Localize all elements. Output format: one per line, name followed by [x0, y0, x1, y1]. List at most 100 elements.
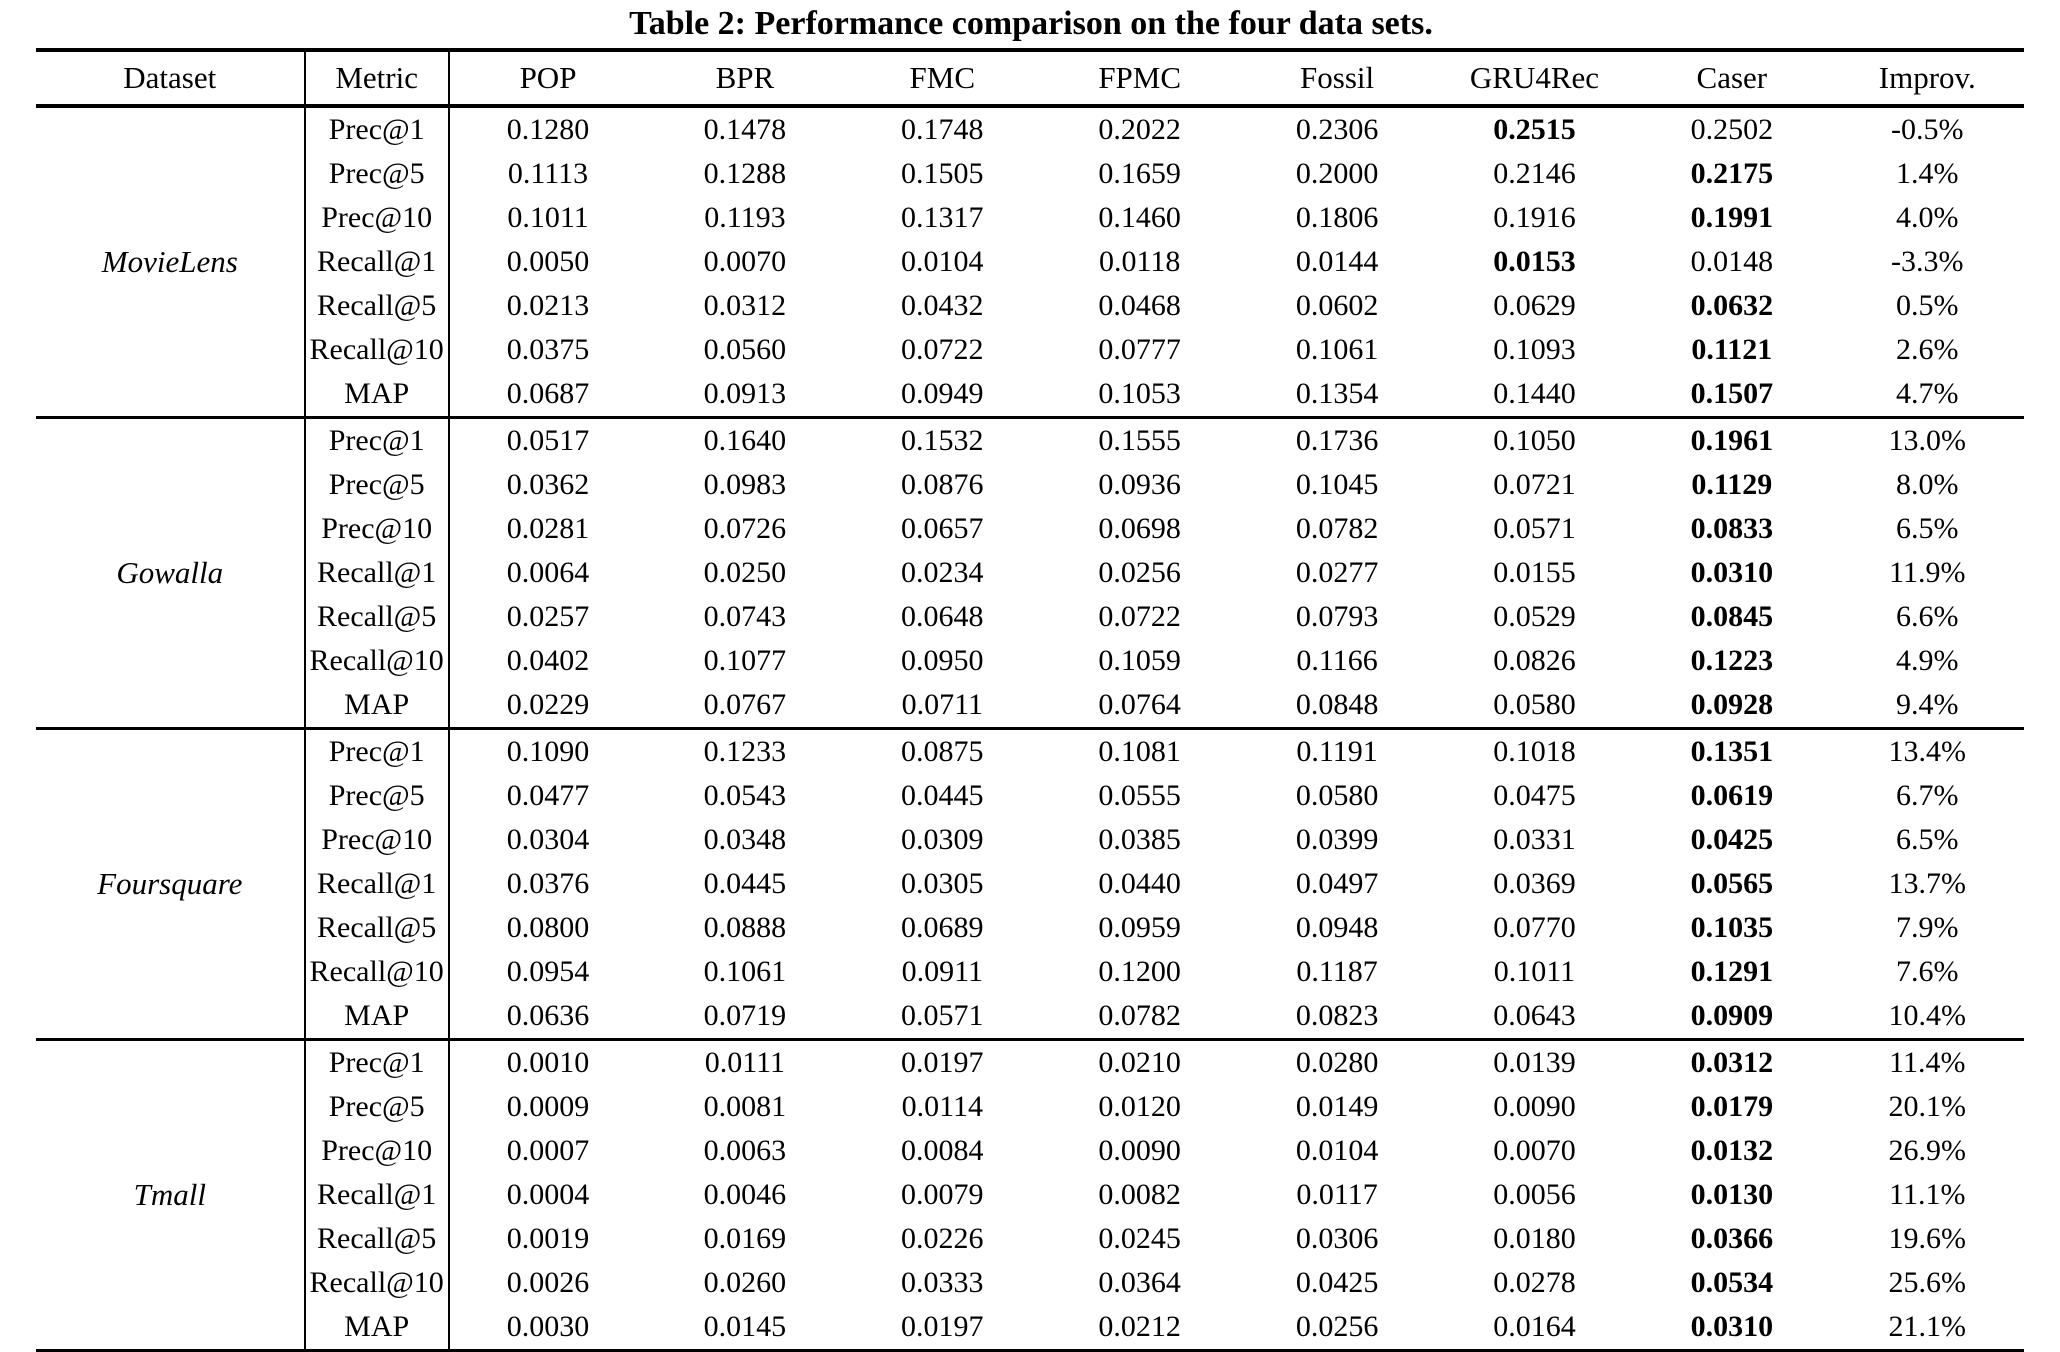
table-row: Prec@10 0.0281 0.0726 0.0657 0.0698 0.0782 0.0… [36, 507, 2024, 551]
value-cell: 0.0362 [506, 468, 590, 501]
value-cell: 0.1166 [1296, 644, 1378, 677]
value-cell: 0.0719 [703, 999, 787, 1032]
value-cell: 0.0543 [703, 779, 787, 812]
value-cell: 0.0833 [1690, 512, 1774, 545]
value-cell: 0.1077 [703, 644, 787, 677]
value-cell: 0.1748 [901, 113, 984, 146]
table-row: Foursquare Prec@1 0.1090 0.1233 0.0875 0.1081… [36, 728, 2024, 1040]
improv-value: 11.9% [1889, 556, 1966, 589]
table-row: Recall@10 0.0954 0.1061 0.0911 0.1200 0.1187 0… [36, 950, 2024, 994]
improv-value: 13.4% [1888, 735, 1967, 768]
value-cell: 0.0913 [703, 377, 787, 410]
value-cell: 0.0213 [506, 289, 590, 322]
table-row: Recall@10 0.0402 0.1077 0.0950 0.1059 0.1166 0… [36, 639, 2024, 683]
value-cell: 0.0845 [1690, 600, 1774, 633]
value-cell: 0.0722 [901, 333, 984, 366]
improv-value: -0.5% [1891, 113, 1964, 146]
table-caption: Table 2: Performance comparison on the f… [629, 5, 1433, 42]
value-cell: 0.0366 [1690, 1222, 1774, 1255]
value-cell: 0.0179 [1690, 1090, 1774, 1123]
improv-value: 4.7% [1896, 377, 1959, 410]
value-cell: 0.0517 [506, 424, 590, 457]
value-cell: 0.0117 [1296, 1178, 1378, 1211]
value-cell: 0.1081 [1098, 735, 1181, 768]
improv-value: 10.4% [1888, 999, 1967, 1032]
value-cell: 0.0306 [1295, 1222, 1379, 1255]
value-cell: 0.2000 [1295, 157, 1379, 190]
value-cell: 0.0643 [1493, 999, 1576, 1032]
value-cell: 0.0936 [1098, 468, 1181, 501]
value-cell: 0.1061 [1295, 333, 1379, 366]
metric-label: Recall@5 [304, 1217, 450, 1261]
value-cell: 0.0648 [901, 600, 984, 633]
metric-label: Recall@5 [304, 595, 450, 639]
metric-label: MAP [304, 372, 450, 418]
metric-label: Prec@5 [304, 774, 450, 818]
improv-value: 4.0% [1896, 201, 1959, 234]
value-cell: 0.0114 [901, 1090, 983, 1123]
improv-value: 6.5% [1896, 823, 1959, 856]
metric-label: MAP [304, 994, 450, 1040]
table-row: Recall@10 0.0026 0.0260 0.0333 0.0364 0.0425 0… [36, 1261, 2024, 1305]
improv-value: 13.0% [1888, 424, 1967, 457]
value-cell: 0.1191 [1296, 735, 1378, 768]
improv-value: 6.5% [1896, 512, 1959, 545]
value-cell: 0.0875 [901, 735, 984, 768]
value-cell: 0.1121 [1691, 333, 1773, 366]
table-row: MovieLens Prec@1 0.1280 0.1478 0.1748 0.2022 0… [36, 106, 2024, 418]
value-cell: 0.0782 [1098, 999, 1181, 1032]
value-cell: 0.0046 [703, 1178, 787, 1211]
value-cell: 0.1090 [506, 735, 590, 768]
value-cell: 0.1129 [1691, 468, 1773, 501]
value-cell: 0.0793 [1295, 600, 1379, 633]
value-cell: 0.0148 [1690, 245, 1774, 278]
value-cell: 0.1354 [1295, 377, 1379, 410]
value-cell: 0.1035 [1690, 911, 1774, 944]
value-cell: 0.0197 [901, 1310, 984, 1343]
table-row: Recall@5 0.0213 0.0312 0.0432 0.0468 0.0602 0.… [36, 284, 2024, 328]
value-cell: 0.1806 [1295, 201, 1379, 234]
value-cell: 0.0555 [1098, 779, 1181, 812]
value-cell: 0.0782 [1295, 512, 1379, 545]
table-row: Tmall Prec@1 0.0010 0.0111 0.0197 0.0210 0.028… [36, 1039, 2024, 1351]
metric-label: Recall@1 [304, 240, 450, 284]
value-cell: 0.0432 [901, 289, 984, 322]
value-cell: 0.1351 [1690, 735, 1774, 768]
metric-label: Recall@10 [304, 328, 450, 372]
column-header-metric: Metric [304, 50, 450, 106]
value-cell: 0.0064 [506, 556, 590, 589]
value-cell: 0.0256 [1295, 1310, 1379, 1343]
metric-label: Prec@5 [304, 152, 450, 196]
value-cell: 0.0280 [1295, 1046, 1379, 1079]
value-cell: 0.0376 [506, 867, 590, 900]
value-cell: 0.0949 [901, 377, 984, 410]
value-cell: 0.0848 [1295, 688, 1379, 721]
value-cell: 0.0764 [1098, 688, 1181, 721]
value-cell: 0.0090 [1493, 1090, 1576, 1123]
value-cell: 0.0050 [506, 245, 590, 278]
value-cell: 0.0305 [901, 867, 984, 900]
value-cell: 0.0256 [1098, 556, 1181, 589]
value-cell: 0.0026 [506, 1266, 590, 1299]
value-cell: 0.0928 [1690, 688, 1774, 721]
table-row: Recall@10 0.0375 0.0560 0.0722 0.0777 0.1061 0… [36, 328, 2024, 372]
column-header-dataset: Dataset [36, 50, 306, 106]
column-header-bpr: BPR [715, 60, 775, 95]
value-cell: 0.1736 [1295, 424, 1379, 457]
value-cell: 0.0070 [1493, 1134, 1576, 1167]
value-cell: 0.1640 [703, 424, 787, 457]
value-cell: 0.0629 [1493, 289, 1576, 322]
value-cell: 0.0445 [703, 867, 787, 900]
table-row: Prec@5 0.1113 0.1288 0.1505 0.1659 0.2000 0.21… [36, 152, 2024, 196]
improv-value: 8.0% [1896, 468, 1959, 501]
metric-label: Prec@1 [304, 1039, 450, 1085]
value-cell: 0.0726 [703, 512, 787, 545]
value-cell: 0.0090 [1098, 1134, 1181, 1167]
value-cell: 0.1053 [1098, 377, 1181, 410]
value-cell: 0.0212 [1098, 1310, 1181, 1343]
value-cell: 0.1059 [1098, 644, 1181, 677]
value-cell: 0.0767 [703, 688, 787, 721]
improv-value: 21.1% [1888, 1310, 1967, 1343]
value-cell: 0.0180 [1493, 1222, 1576, 1255]
value-cell: 0.0331 [1493, 823, 1576, 856]
